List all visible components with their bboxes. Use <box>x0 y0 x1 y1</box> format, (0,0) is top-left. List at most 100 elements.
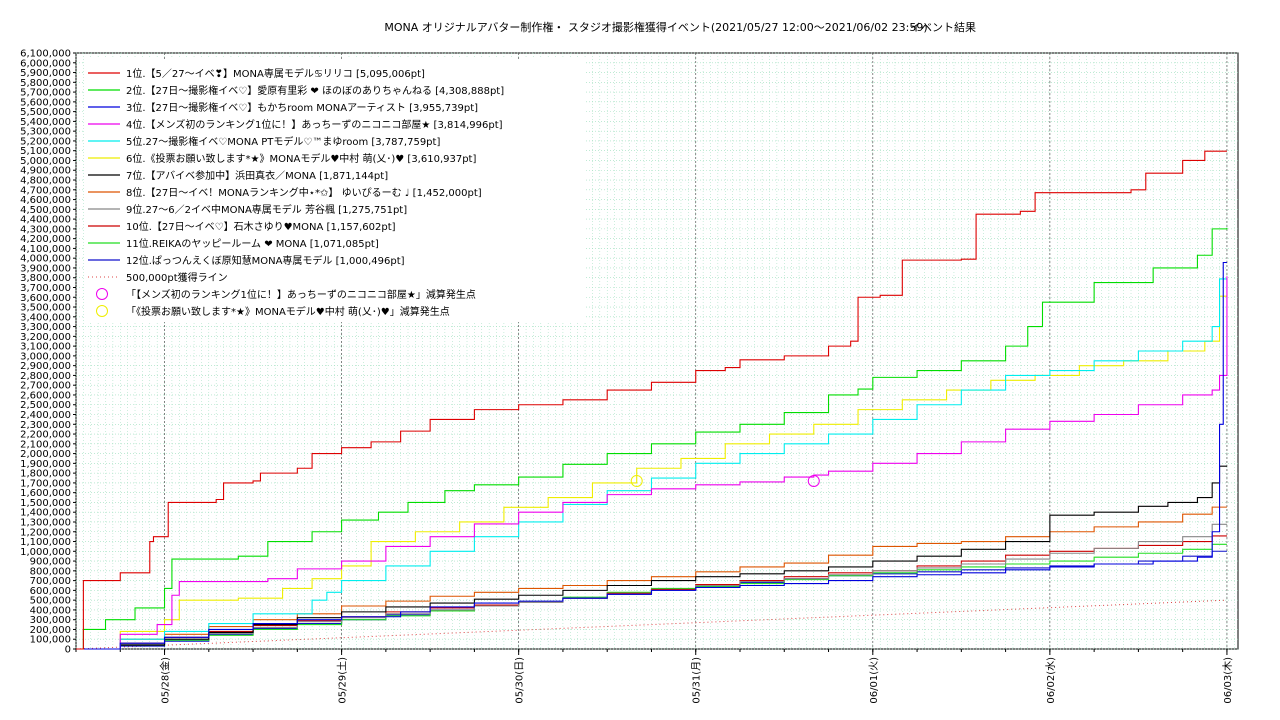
x-axis: 05/28(金) 05/29(土) 05/30(日) 05/31(月) 06/01(火)… <box>75 649 1234 704</box>
chart-subtitle: イベント結果 <box>910 20 976 34</box>
series-line <box>76 276 1228 650</box>
y-tick-label: 1,000,000 <box>20 547 71 558</box>
decrement-marker <box>807 474 820 487</box>
y-tick-label: 300,000 <box>30 615 71 626</box>
y-tick-label: 4,500,000 <box>20 205 71 216</box>
y-tick-label: 1,700,000 <box>20 478 71 489</box>
y-tick-label: 5,900,000 <box>20 68 71 79</box>
y-tick-label: 3,600,000 <box>20 293 71 304</box>
legend-label: 8位.【27日〜イベ！MONAランキング中⋆*✩】 ゆいぴるーむ ♩ [1,45… <box>126 186 482 199</box>
y-tick-label: 4,800,000 <box>20 176 71 187</box>
series-line <box>76 543 1227 650</box>
x-tick-label: 05/28(金) <box>159 657 172 704</box>
y-tick-label: 1,100,000 <box>20 537 71 548</box>
y-tick-label: 2,200,000 <box>20 430 71 441</box>
y-axis: 0100,000200,000300,000400,000500,000600,… <box>20 49 76 656</box>
legend-label: 5位.27〜撮影権イベ♡MONA PTモデル♡™まゆroom [3,787,75… <box>126 135 440 148</box>
series-line <box>76 535 1227 650</box>
y-tick-label: 700,000 <box>30 576 71 587</box>
y-tick-label: 5,100,000 <box>20 146 71 157</box>
y-tick-label: 2,800,000 <box>20 371 71 382</box>
y-tick-label: 5,700,000 <box>20 88 71 99</box>
x-tick-label: 06/01(火) <box>868 657 880 704</box>
x-tick-label: 05/30(日) <box>515 657 526 704</box>
legend-label: 2位.【27日〜撮影権イベ♡】愛原有里彩 ❤ ほのぼのありちゃんねる [4,30… <box>126 84 504 97</box>
y-tick-label: 4,600,000 <box>20 195 71 206</box>
legend-label: 4位.【メンズ初のランキング1位に！】あっちーずのニコニコ部屋★ [3,814,… <box>126 118 503 131</box>
series-lines <box>75 150 1228 650</box>
y-tick-label: 5,800,000 <box>20 78 71 89</box>
y-tick-label: 100,000 <box>30 635 71 646</box>
y-tick-label: 5,200,000 <box>20 136 71 147</box>
series-line <box>76 261 1227 650</box>
legend-label: 6位.《投票お願い致します*★》MONAモデル♥中村 萌(乂･)♥ [3,610… <box>126 152 476 165</box>
y-tick-label: 2,700,000 <box>20 381 71 392</box>
y-tick-label: 3,900,000 <box>20 263 71 274</box>
legend-box <box>84 59 586 322</box>
y-tick-label: 600,000 <box>30 586 71 597</box>
y-tick-label: 5,000,000 <box>20 156 71 167</box>
legend-label: 10位.【27日〜イベ♡】石木さゆり♥MONA [1,157,602pt] <box>126 220 396 233</box>
x-tick-label: 05/31(月) <box>691 657 703 704</box>
y-tick-label: 3,400,000 <box>20 312 71 323</box>
x-tick-label: 06/03(木) <box>1222 657 1234 704</box>
x-tick-label: 05/29(土) <box>336 657 349 704</box>
legend-label: 3位.【27日〜撮影権イベ♡】もかちroom MONAアーティスト [3,955… <box>126 101 478 114</box>
legend-label: 11位.REIKAのヤッピールーム ❤ MONA [1,071,085pt] <box>126 237 379 250</box>
y-tick-label: 1,900,000 <box>20 459 71 470</box>
y-tick-label: 3,700,000 <box>20 283 71 294</box>
y-tick-label: 2,000,000 <box>20 449 71 460</box>
legend: 1位.【5／27〜イベ❣】MONA専属モデル♋リリコ [5,095,006pt]… <box>84 59 586 322</box>
y-tick-label: 800,000 <box>30 566 71 577</box>
y-tick-label: 3,200,000 <box>20 332 71 343</box>
y-tick-label: 4,000,000 <box>20 254 71 265</box>
series-line <box>76 228 1228 650</box>
y-tick-label: 2,500,000 <box>20 400 71 411</box>
y-tick-label: 4,200,000 <box>20 234 71 245</box>
legend-label-marker: 「《投票お願い致します*★》MONAモデル♥中村 萌(乂･)♥」減算発生点 <box>126 305 450 318</box>
legend-label: 1位.【5／27〜イベ❣】MONA専属モデル♋リリコ [5,095,006pt] <box>126 67 425 80</box>
y-tick-label: 5,500,000 <box>20 107 71 118</box>
legend-label: 7位.【アバイベ参加中】浜田真衣／MONA [1,871,144pt] <box>126 169 388 182</box>
series-line <box>76 278 1227 650</box>
y-tick-label: 0 <box>65 645 71 656</box>
y-tick-label: 2,100,000 <box>20 439 71 450</box>
y-tick-label: 6,000,000 <box>20 58 71 69</box>
y-tick-label: 2,300,000 <box>20 420 71 431</box>
series-line <box>76 506 1227 650</box>
y-tick-label: 1,800,000 <box>20 469 71 480</box>
y-tick-label: 5,300,000 <box>20 127 71 138</box>
y-tick-label: 3,000,000 <box>20 351 71 362</box>
y-tick-label: 900,000 <box>30 557 71 568</box>
legend-label-marker: 「【メンズ初のランキング1位に！】あっちーずのニコニコ部屋★」減算発生点 <box>126 288 476 301</box>
legend-label: 12位.ぱっつんえくぼ原知慧MONA専属モデル [1,000,496pt] <box>126 254 405 267</box>
y-tick-label: 2,600,000 <box>20 390 71 401</box>
y-tick-label: 2,400,000 <box>20 410 71 421</box>
series-line <box>76 150 1227 650</box>
y-tick-label: 4,400,000 <box>20 215 71 226</box>
legend-label-reference: 500,000pt獲得ライン <box>126 271 228 284</box>
y-tick-label: 500,000 <box>30 596 71 607</box>
chart-title: MONA オリジナルアバター制作権・ スタジオ撮影権獲得イベント(2021/05… <box>384 20 927 34</box>
y-tick-label: 2,900,000 <box>20 361 71 372</box>
y-tick-label: 3,800,000 <box>20 273 71 284</box>
y-tick-label: 4,900,000 <box>20 166 71 177</box>
y-tick-label: 1,300,000 <box>20 517 71 528</box>
y-tick-label: 1,200,000 <box>20 527 71 538</box>
y-tick-label: 1,600,000 <box>20 488 71 499</box>
y-tick-label: 3,500,000 <box>20 303 71 314</box>
y-tick-label: 400,000 <box>30 605 71 616</box>
y-tick-label: 200,000 <box>30 625 71 636</box>
y-tick-label: 6,100,000 <box>20 49 71 60</box>
legend-label: 9位.27〜6／2イベ中MONA専属モデル 芳谷楓 [1,275,751pt] <box>126 203 407 216</box>
y-tick-label: 4,300,000 <box>20 224 71 235</box>
y-tick-label: 4,700,000 <box>20 185 71 196</box>
x-tick-label: 06/02(水) <box>1045 657 1057 704</box>
legend-marker <box>96 305 108 317</box>
y-tick-label: 4,100,000 <box>20 244 71 255</box>
y-tick-label: 1,500,000 <box>20 498 71 509</box>
y-tick-label: 3,100,000 <box>20 342 71 353</box>
y-tick-label: 3,300,000 <box>20 322 71 333</box>
y-tick-label: 5,400,000 <box>20 117 71 128</box>
